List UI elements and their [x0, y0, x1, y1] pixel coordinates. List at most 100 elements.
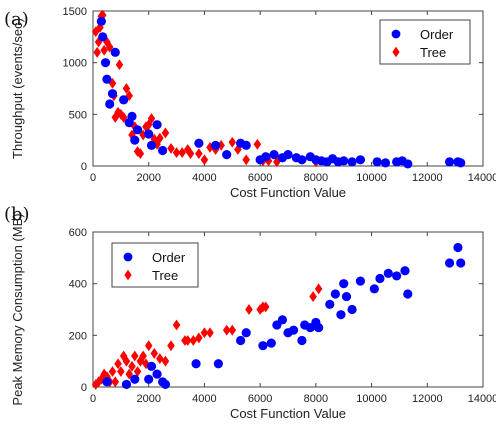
- panel-label: (a): [4, 9, 29, 30]
- data-point-order: [400, 266, 410, 276]
- legend-label-tree: Tree: [420, 45, 446, 60]
- data-point-tree: [136, 148, 145, 159]
- data-point-tree: [200, 327, 209, 339]
- data-point-order: [347, 304, 357, 315]
- data-point-order: [277, 315, 288, 325]
- legend-box: [379, 19, 471, 65]
- data-point-order: [383, 268, 393, 278]
- data-point-order: [339, 156, 349, 166]
- data-point-order: [100, 58, 111, 68]
- x-axis-label: Cost Function Value: [230, 185, 346, 200]
- x-tick-label: 6000: [248, 393, 272, 405]
- data-point-tree: [117, 108, 125, 120]
- data-point-tree: [119, 350, 128, 362]
- legend-label-tree: Tree: [152, 268, 178, 283]
- data-point-tree: [139, 350, 147, 362]
- data-point-order: [194, 138, 204, 148]
- data-point-order: [372, 157, 382, 167]
- data-point-order: [152, 120, 162, 130]
- data-point-tree: [150, 133, 159, 145]
- y-tick-label: 0: [81, 161, 87, 173]
- data-point-order: [380, 158, 391, 168]
- data-point-tree: [108, 366, 117, 377]
- data-point-order: [210, 140, 221, 150]
- y-tick-label: 500: [69, 109, 87, 121]
- data-point-order: [102, 377, 112, 387]
- data-point-order: [222, 150, 232, 160]
- y-tick-label: 0: [81, 382, 87, 394]
- data-point-tree: [206, 327, 214, 339]
- data-point-tree: [253, 138, 262, 150]
- data-point-order: [288, 325, 299, 335]
- data-point-order: [121, 379, 132, 390]
- data-point-order: [241, 328, 251, 338]
- data-point-order: [261, 152, 271, 162]
- y-axis-label: Peak Memory Consumption (MB): [10, 213, 25, 405]
- data-point-tree: [150, 348, 159, 359]
- data-point-tree: [142, 358, 150, 370]
- data-point-order: [144, 129, 154, 139]
- data-point-order: [158, 145, 168, 156]
- x-tick-label: 12000: [412, 393, 443, 405]
- data-point-order: [258, 341, 268, 351]
- data-point-tree: [172, 147, 181, 158]
- data-point-order: [297, 155, 307, 165]
- data-point-order: [341, 291, 352, 302]
- data-point-tree: [93, 46, 101, 58]
- data-point-tree: [144, 119, 153, 131]
- data-point-tree: [228, 136, 237, 148]
- y-tick-label: 600: [69, 227, 87, 239]
- data-point-order: [102, 74, 112, 84]
- data-point-order: [107, 89, 118, 99]
- data-point-order: [266, 338, 276, 348]
- data-point-order: [392, 271, 402, 281]
- data-point-order: [130, 135, 140, 145]
- data-point-tree: [183, 335, 192, 346]
- data-point-order: [453, 242, 463, 253]
- y-tick-label: 1000: [63, 58, 87, 70]
- data-point-order: [456, 258, 466, 268]
- data-point-order: [269, 150, 279, 160]
- data-point-order: [236, 335, 246, 346]
- data-point-tree: [183, 144, 192, 155]
- data-point-tree: [245, 304, 253, 315]
- series-order: [102, 242, 466, 390]
- data-point-order: [347, 157, 357, 167]
- x-tick-label: 2000: [136, 393, 160, 405]
- x-tick-label: 4000: [192, 172, 216, 184]
- data-point-tree: [115, 59, 124, 71]
- data-point-tree: [161, 355, 170, 367]
- x-tick-label: 14000: [468, 393, 496, 405]
- legend: Order Tree: [379, 19, 471, 65]
- data-point-tree: [200, 154, 209, 166]
- data-point-tree: [117, 366, 125, 377]
- data-point-tree: [122, 355, 131, 367]
- chart-panel-b: 0 2000 4000 6000 8000 10000 12000 14000 0 200 400 6…: [4, 204, 496, 421]
- data-point-tree: [167, 143, 175, 154]
- x-tick-label: 10000: [356, 172, 387, 184]
- data-point-order: [325, 299, 335, 309]
- data-point-order: [444, 157, 455, 167]
- chart-panel-a: 0 2000 4000 6000 8000 10000 12000 14000 0 500 1000…: [4, 6, 496, 200]
- data-point-order: [444, 258, 455, 268]
- data-point-order: [127, 111, 137, 121]
- data-point-tree: [131, 350, 139, 362]
- data-point-order: [403, 289, 413, 299]
- legend-label-order: Order: [152, 250, 186, 265]
- data-point-tree: [97, 373, 106, 385]
- series-order: [96, 16, 466, 169]
- data-point-order: [297, 335, 307, 346]
- legend-box: [111, 242, 199, 288]
- data-point-tree: [122, 83, 131, 94]
- data-point-order: [132, 125, 143, 135]
- data-point-order: [456, 158, 466, 168]
- data-point-order: [336, 310, 346, 320]
- data-point-order: [110, 47, 120, 57]
- plot-frame: [92, 10, 484, 167]
- data-point-order: [339, 279, 349, 289]
- data-point-tree: [195, 332, 203, 344]
- data-point-order: [375, 273, 385, 284]
- data-point-order: [119, 95, 129, 105]
- y-tick-label: 200: [69, 330, 87, 342]
